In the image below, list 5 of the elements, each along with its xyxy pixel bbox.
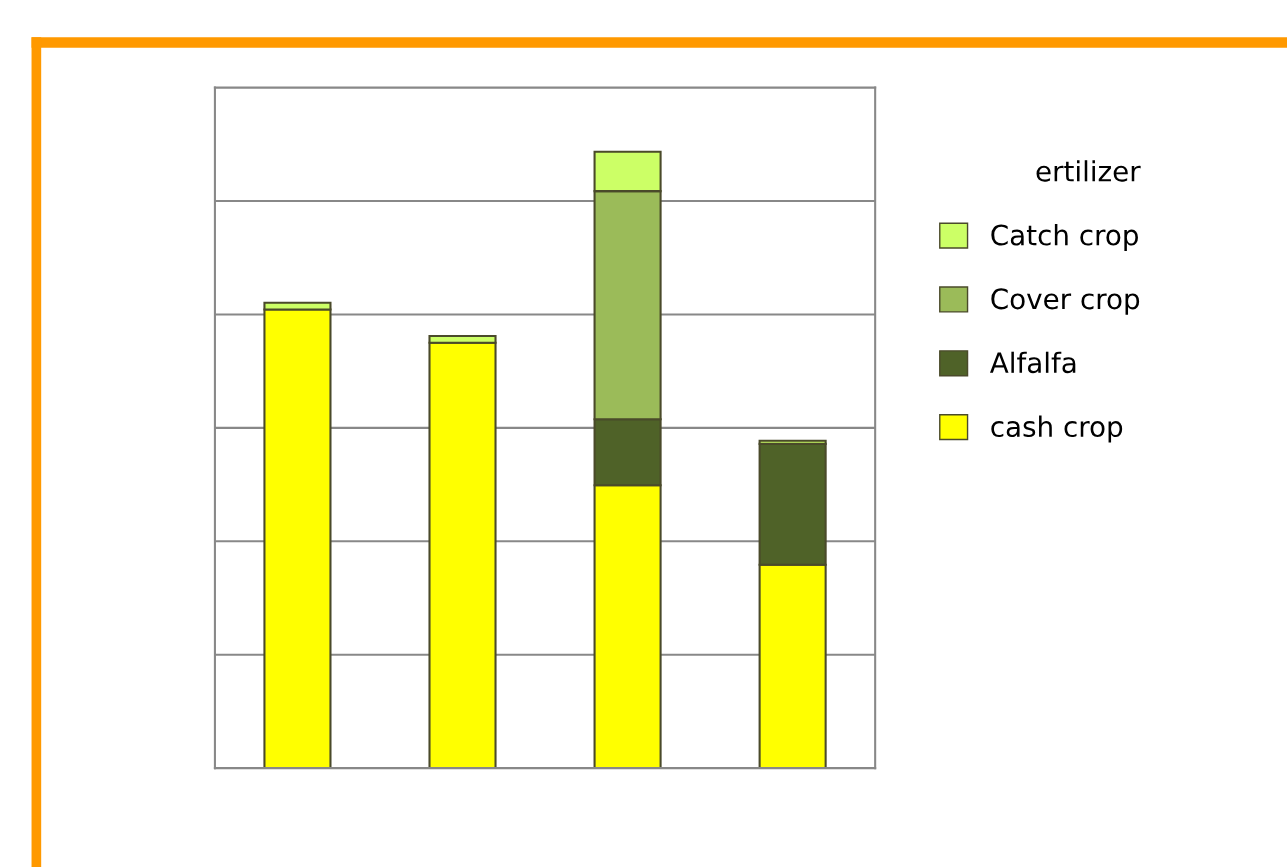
legend-title: ertilizer bbox=[1036, 160, 1141, 182]
legend-label: cash crop bbox=[991, 415, 1123, 443]
legend-label: Cover crop bbox=[991, 288, 1140, 315]
legend-label: Alfalfa bbox=[989, 351, 1076, 374]
legend-label: Catch crop bbox=[991, 224, 1138, 251]
